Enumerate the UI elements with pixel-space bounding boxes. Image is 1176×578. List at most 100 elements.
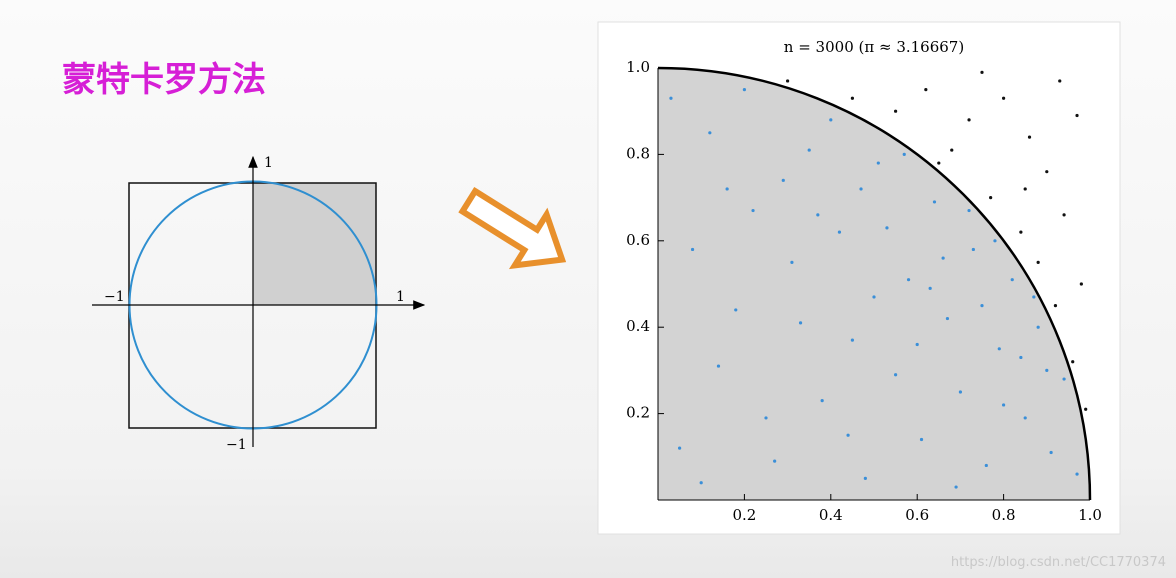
point	[1045, 170, 1049, 174]
point	[1019, 355, 1023, 360]
quadrant	[253, 183, 376, 305]
point	[876, 161, 880, 165]
point	[980, 304, 984, 308]
point	[751, 208, 755, 213]
y-tick-label: 1.0	[626, 58, 650, 76]
axis-label: 1	[264, 155, 273, 171]
point	[1049, 450, 1053, 455]
point	[1062, 377, 1066, 381]
point	[850, 96, 855, 100]
point	[894, 373, 898, 377]
axis-label: −1	[104, 289, 125, 305]
slide-title: 蒙特卡罗方法	[62, 60, 266, 100]
point	[742, 88, 747, 92]
point	[669, 96, 673, 100]
point	[1084, 407, 1088, 411]
axis-label: −1	[226, 437, 247, 453]
point	[863, 476, 867, 480]
point	[816, 213, 820, 217]
point	[850, 338, 855, 342]
axis-label: 1	[396, 289, 405, 305]
chart-title: n = 3000 (π ≈ 3.16667)	[784, 38, 964, 56]
point	[1075, 113, 1079, 118]
point	[872, 295, 876, 299]
chart: n = 3000 (π ≈ 3.16667) 0.2 0.4 0.6 0.8 1.0 0.…	[626, 38, 1102, 524]
watermark: https://blog.csdn.net/CC1770374	[950, 555, 1166, 570]
point	[1079, 282, 1083, 286]
point	[932, 200, 937, 204]
point	[1027, 135, 1032, 139]
point	[829, 118, 833, 122]
point	[1058, 79, 1062, 83]
point	[773, 459, 777, 463]
point	[1019, 230, 1023, 234]
point	[1002, 96, 1006, 100]
x-tick-label: 1.0	[1078, 506, 1102, 524]
point	[997, 347, 1001, 351]
point	[725, 187, 729, 191]
point	[1036, 260, 1040, 264]
point	[734, 308, 738, 312]
point	[764, 416, 768, 420]
arrow	[458, 186, 567, 270]
point	[1045, 368, 1049, 372]
point	[1032, 295, 1036, 299]
point	[1075, 472, 1079, 476]
point	[980, 70, 984, 74]
point	[967, 118, 971, 122]
point	[945, 316, 950, 321]
y-tick-label: 0.6	[626, 231, 650, 249]
point	[915, 342, 919, 347]
point	[958, 390, 963, 394]
quarter-arc	[657, 66, 1092, 501]
point	[937, 161, 941, 165]
point	[902, 152, 906, 156]
point	[919, 437, 924, 442]
point	[1010, 278, 1014, 282]
point	[941, 256, 945, 260]
point	[894, 109, 898, 113]
point	[1071, 360, 1075, 364]
point	[954, 485, 958, 489]
unit-circle-diagram: 1 −1 1 −1	[92, 155, 426, 453]
point	[989, 196, 993, 200]
x-tick-label: 0.4	[819, 506, 843, 524]
point	[1053, 304, 1058, 308]
point	[820, 399, 824, 403]
point	[716, 364, 721, 368]
point	[1023, 416, 1027, 420]
point	[924, 88, 928, 92]
point	[859, 187, 863, 191]
point	[1062, 213, 1066, 217]
point	[786, 79, 790, 83]
x-tick-label: 0.8	[992, 506, 1016, 524]
point	[906, 278, 911, 282]
y-tick-label: 0.2	[626, 404, 650, 422]
point	[837, 230, 842, 234]
point	[690, 247, 695, 252]
y-tick-label: 0.4	[626, 317, 650, 335]
point	[928, 286, 932, 290]
point	[699, 481, 703, 485]
point	[708, 131, 712, 135]
x-tick-label: 0.2	[732, 506, 756, 524]
point	[971, 247, 975, 252]
point	[967, 208, 971, 213]
point	[807, 148, 811, 152]
point	[798, 321, 803, 325]
point	[885, 226, 889, 230]
y-tick-label: 0.8	[626, 144, 650, 162]
point	[1002, 403, 1006, 407]
point	[1036, 325, 1040, 329]
point	[846, 433, 850, 437]
disc-region	[658, 68, 1090, 500]
point	[781, 178, 785, 182]
point	[1023, 187, 1027, 191]
point	[984, 463, 988, 468]
point	[993, 239, 997, 243]
x-tick-label: 0.6	[905, 506, 929, 524]
point	[678, 446, 682, 450]
point	[790, 260, 794, 264]
